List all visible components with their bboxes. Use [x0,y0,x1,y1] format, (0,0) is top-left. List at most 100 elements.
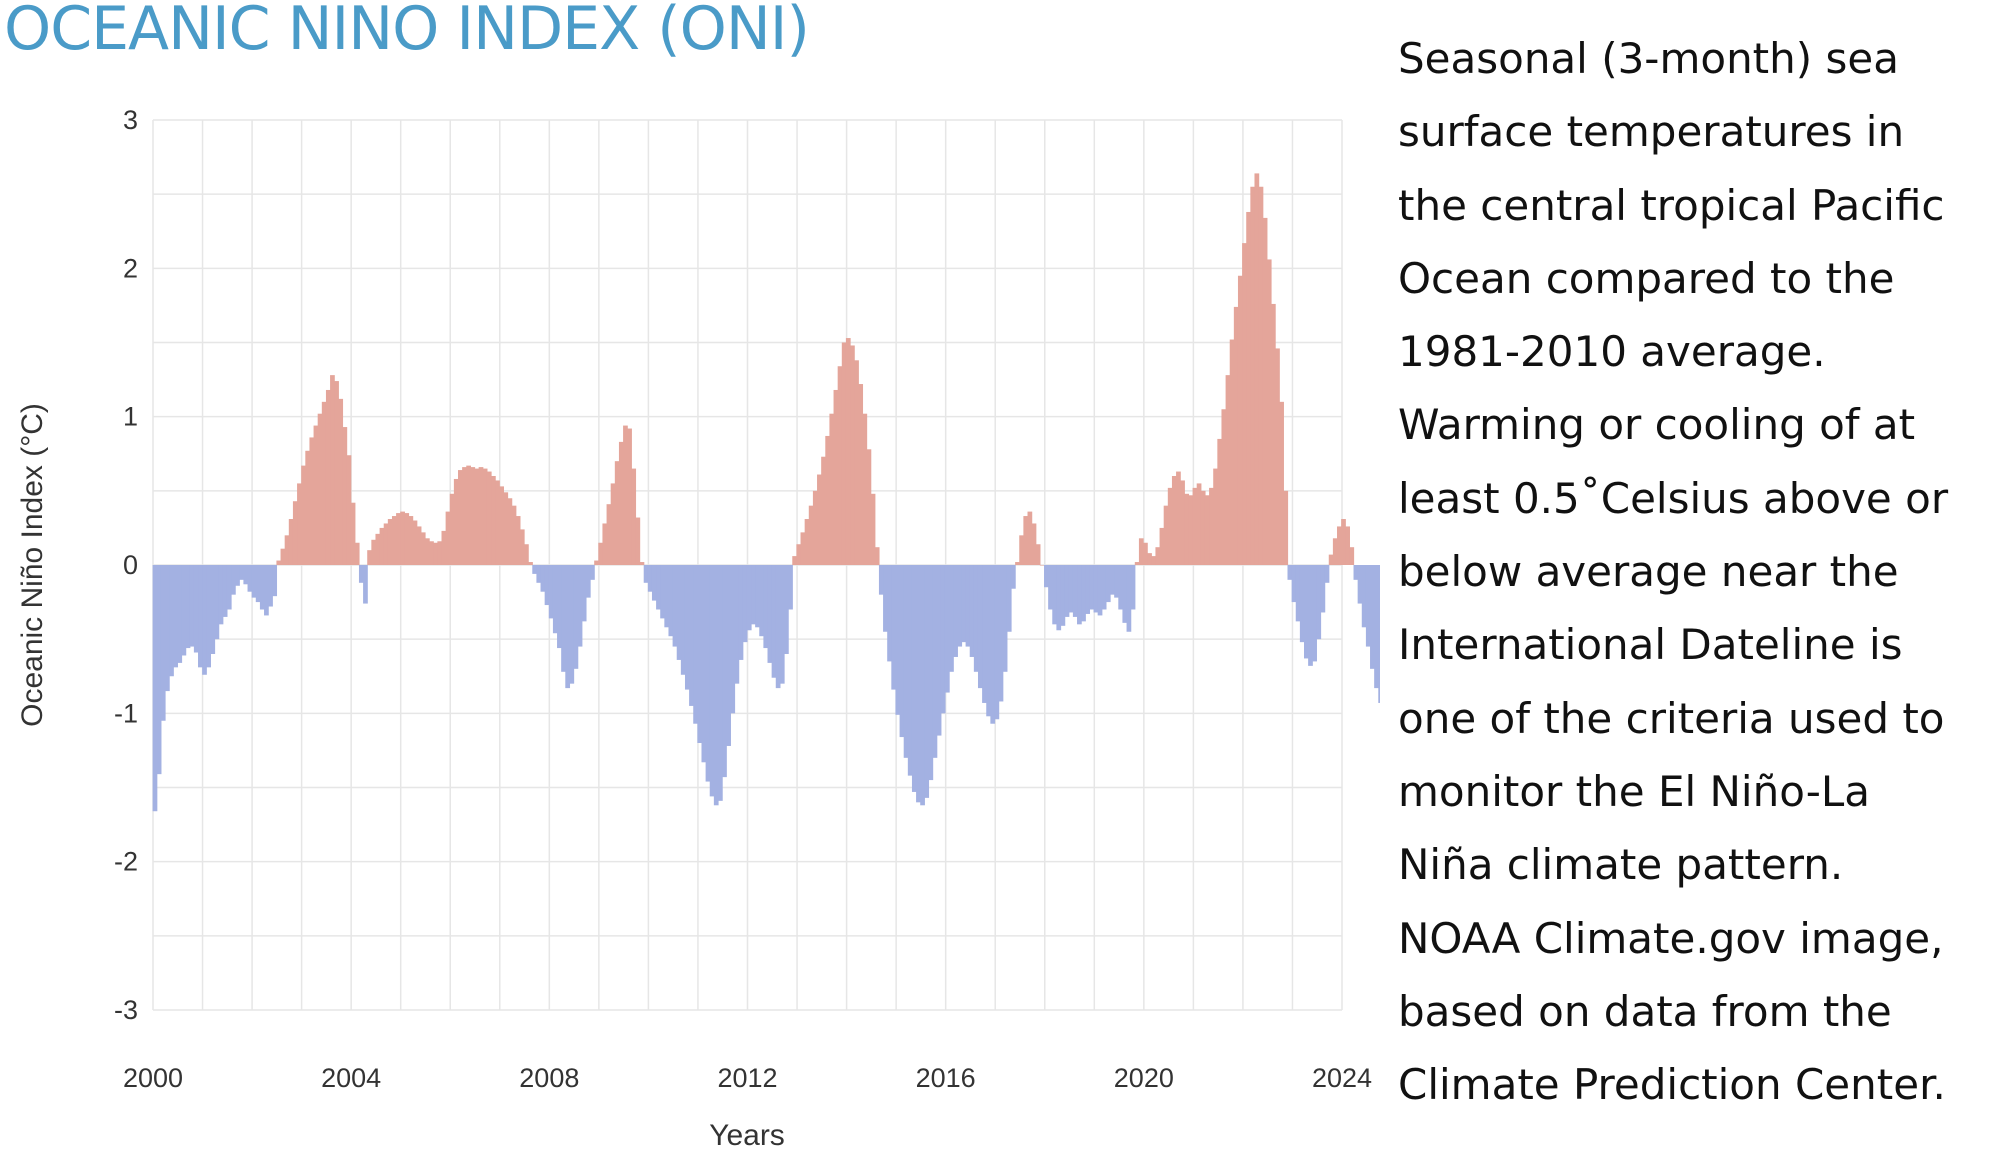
oni-bar [1279,401,1284,565]
oni-bar [796,544,802,565]
oni-bar [1010,565,1016,589]
oni-bar [775,565,781,689]
caption-line: based on data from the [1398,986,1892,1036]
oni-bar [1023,516,1029,565]
oni-bar [1242,243,1247,565]
oni-bar [874,547,880,565]
oni-bar [507,498,513,565]
oni-bar [1337,526,1342,565]
oni-bar [499,486,504,565]
oni-bar [1291,565,1297,603]
oni-bar [152,565,158,812]
oni-bar [1081,565,1086,622]
oni-bar [833,389,839,565]
oni-bar [602,523,608,565]
oni-bar [1200,490,1206,565]
oni-bar [1155,547,1161,565]
oni-bar [528,562,533,565]
oni-bar [1353,565,1359,580]
oni-bar [1068,565,1074,613]
oni-bar [458,470,463,565]
oni-bar [953,565,958,657]
oni-bar [375,533,381,565]
oni-bar [812,490,818,565]
oni-bar [540,565,546,592]
oni-bar [511,505,517,565]
oni-bar [387,519,393,565]
oni-bar [598,542,604,565]
chart-title: OCEANIC NIÑO INDEX (ONI) [4,0,810,64]
caption-line: Seasonal (3-month) sea [1398,34,1899,83]
oni-bar [561,565,566,672]
oni-bar [907,565,913,776]
y-tick-label: -1 [114,698,138,728]
chart-bars [152,173,1380,812]
oni-bar [1097,565,1103,616]
oni-bar [643,565,649,583]
oni-bar [656,565,661,610]
oni-bar [1229,339,1235,565]
oni-bar [577,565,583,647]
oni-bar [420,532,426,565]
oni-bar [181,565,187,656]
oni-bar [503,492,509,565]
oni-bar [821,456,826,565]
oni-bar [297,483,302,565]
oni-bar [680,565,686,675]
oni-bar [1308,565,1313,666]
oni-bar [858,384,864,565]
oni-bar [825,435,831,565]
oni-bar [751,565,756,625]
oni-bar [944,565,950,693]
oni-bar [449,493,455,565]
oni-bar [1361,565,1367,628]
oni-bar [1192,487,1198,565]
oni-bar [1006,565,1012,632]
oni-bar [717,565,723,801]
oni-bar [1019,535,1024,565]
oni-bar [363,565,368,604]
caption-text: Seasonal (3-month) sea surface temperatur… [1398,22,1988,1121]
oni-bar [408,516,414,565]
oni-bar [272,565,278,597]
oni-bar [557,565,562,649]
oni-bar [544,565,550,606]
oni-bar [466,465,471,565]
oni-bar [1254,173,1260,565]
oni-bar [808,505,814,565]
oni-bar [924,565,930,798]
oni-bar [730,565,736,714]
oni-bar [936,565,942,736]
oni-bar [837,366,843,565]
oni-bar [1196,483,1202,565]
oni-bar [1002,565,1008,672]
oni-bar [784,565,789,654]
oni-bar [998,565,1004,702]
oni-bar [1204,495,1210,565]
oni-bar [218,565,224,625]
oni-bar [1114,565,1119,598]
oni-bar [164,565,170,692]
x-tick-label: 2012 [717,1063,777,1093]
oni-bar [850,345,855,565]
oni-bar [870,493,876,565]
oni-bar [841,342,847,565]
oni-bar [829,413,835,565]
oni-bar [1246,211,1251,565]
oni-bar [1184,493,1190,565]
oni-bar [292,501,298,565]
oni-bar [1105,565,1111,603]
oni-bar [1122,565,1128,623]
oni-bar [1320,565,1326,613]
caption-line: Ocean compared to the [1398,253,1895,303]
oni-bar [1217,438,1223,565]
oni-bar [1130,565,1136,610]
oni-bar [193,565,199,653]
x-axis-ticks: 2000 2004 2008 2012 2016 2020 2024 [123,1063,1372,1093]
caption-line: International Dateline is [1398,620,1903,670]
oni-bar [994,565,1000,720]
x-tick-label: 2024 [1312,1063,1372,1093]
oni-bar [1143,542,1148,565]
oni-bar [416,526,422,565]
